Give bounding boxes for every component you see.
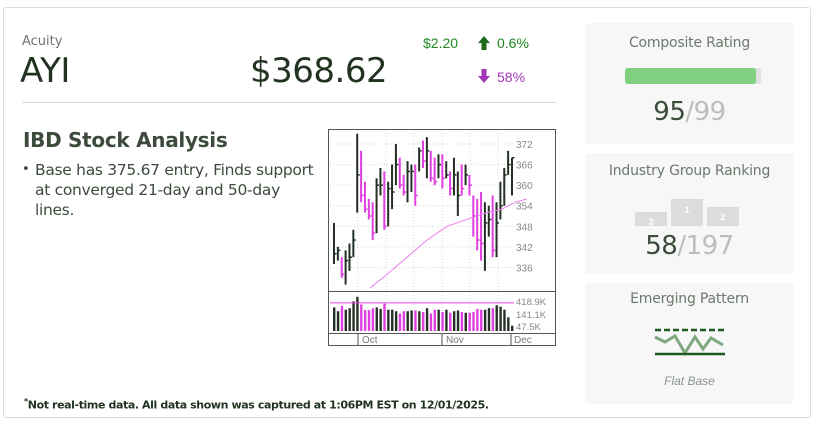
month-axis: Oct Nov Dec <box>357 334 532 346</box>
industry-group-total: /197 <box>677 231 734 261</box>
svg-text:354: 354 <box>516 202 533 213</box>
emerging-pattern-title: Emerging Pattern <box>630 291 749 307</box>
svg-text:47.5K: 47.5K <box>516 322 541 333</box>
svg-text:342: 342 <box>516 243 533 254</box>
composite-rating-score: 95/99 <box>585 97 794 127</box>
podium-third: 3 <box>635 212 667 227</box>
podium-first: 1 <box>671 199 703 226</box>
analysis-list: • Base has 375.67 entry, Finds support at… <box>22 160 322 220</box>
footnote: *Not real-time data. All data shown was … <box>24 397 489 412</box>
svg-text:336: 336 <box>516 263 533 274</box>
svg-text:366: 366 <box>516 161 533 172</box>
composite-rating-max: /99 <box>685 97 726 127</box>
emerging-pattern-panel: Emerging Pattern Flat Base <box>585 283 794 404</box>
composite-rating-title: Composite Rating <box>628 35 751 51</box>
composite-rating-panel: Composite Rating 95/99 <box>585 23 794 144</box>
podium-second: 2 <box>707 207 739 226</box>
svg-text:348: 348 <box>516 222 533 233</box>
svg-text:372: 372 <box>516 140 533 151</box>
footnote-text: Not real-time data. All data shown was c… <box>27 398 489 412</box>
footnote-marker: * <box>24 397 28 406</box>
composite-rating-value: 95 <box>653 97 686 127</box>
industry-group-panel: Industry Group Ranking 3 1 2 58/197 <box>585 153 794 274</box>
arrow-up-icon <box>478 36 490 50</box>
analysis-title: IBD Stock Analysis <box>23 128 228 152</box>
composite-rating-bar <box>625 68 761 84</box>
analysis-bullet: • Base has 375.67 entry, Finds support at… <box>22 160 322 220</box>
analysis-bullet-text: Base has 375.67 entry, Finds support at … <box>35 161 314 219</box>
company-name: Acuity <box>22 34 63 49</box>
price-bars <box>333 133 515 285</box>
industry-group-score: 58/197 <box>585 231 794 261</box>
industry-group-title: Industry Group Ranking <box>608 163 771 179</box>
composite-rating-bar-fill <box>625 68 756 84</box>
price-axis-labels: 372 366 360 354 348 342 336 <box>516 140 533 274</box>
flat-base-pattern-icon <box>654 328 725 356</box>
arrow-down-icon <box>478 69 490 83</box>
ticker-symbol[interactable]: AYI <box>20 51 70 91</box>
volume-bars <box>333 296 514 331</box>
svg-text:Nov: Nov <box>446 335 464 346</box>
emerging-pattern-name: Flat Base <box>664 374 715 388</box>
price-change: $2.20 <box>423 35 459 51</box>
bullet-icon: • <box>22 162 30 177</box>
industry-group-rank: 58 <box>645 231 678 261</box>
svg-text:418.9K: 418.9K <box>516 297 547 308</box>
volume-change-percent: 58% <box>497 69 526 85</box>
svg-text:Dec: Dec <box>514 335 532 346</box>
header-divider <box>22 102 556 103</box>
stock-price: $368.62 <box>250 51 388 91</box>
svg-text:141.1K: 141.1K <box>516 310 547 321</box>
moving-average-line <box>369 198 528 289</box>
svg-text:360: 360 <box>516 181 533 192</box>
svg-text:Oct: Oct <box>362 335 378 346</box>
price-change-percent: 0.6% <box>497 35 529 51</box>
